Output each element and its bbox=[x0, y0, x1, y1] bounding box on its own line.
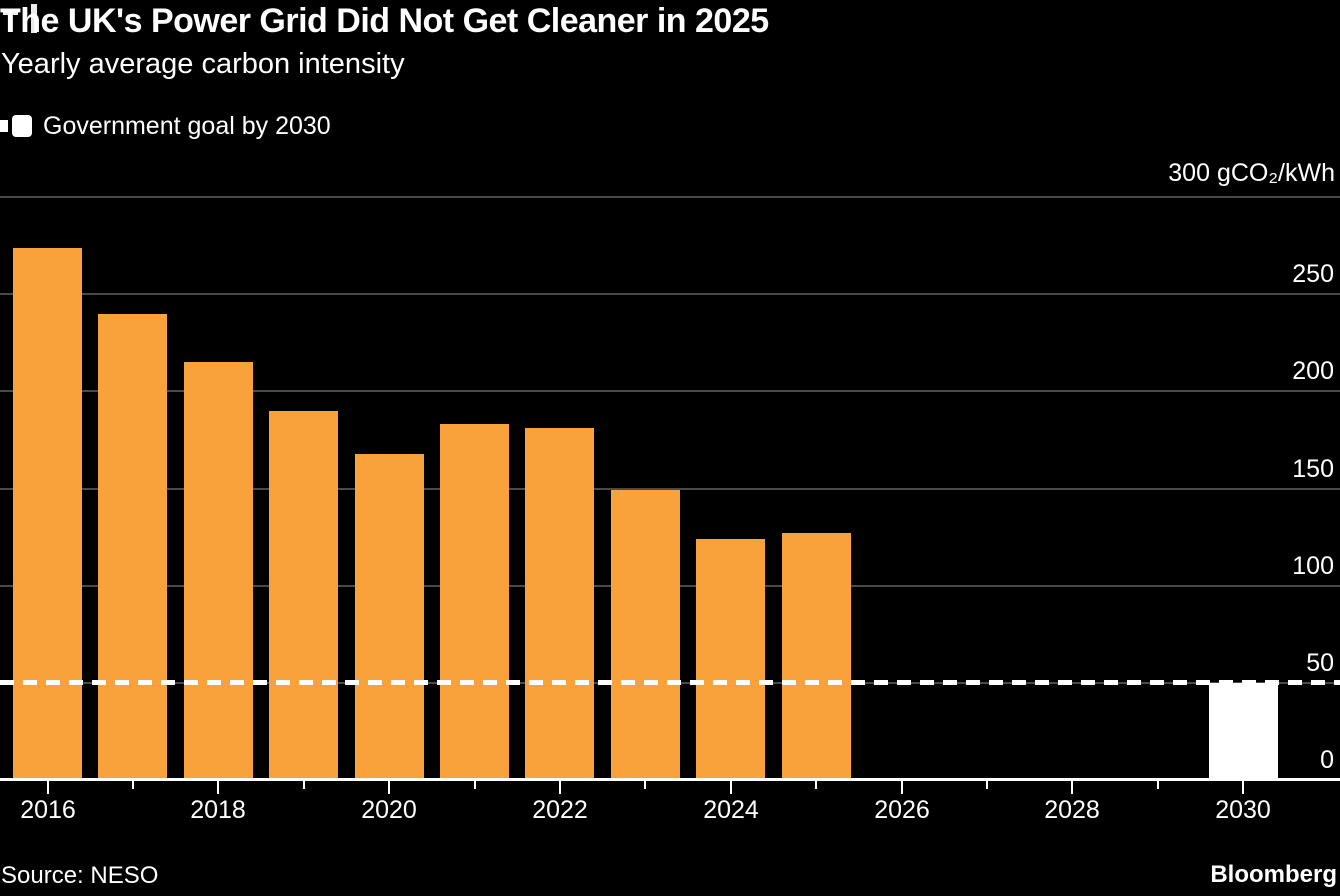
bar-2018 bbox=[184, 362, 253, 780]
y-tick-label-250: 250 bbox=[1292, 260, 1334, 289]
y-tick-label-150: 150 bbox=[1292, 454, 1334, 483]
cursor-artifact-vertical bbox=[31, 4, 37, 33]
x-tick-label-2030: 2030 bbox=[1215, 796, 1271, 824]
x-tick-2016 bbox=[47, 781, 49, 794]
bar-2022 bbox=[525, 428, 594, 780]
x-tick-label-2016: 2016 bbox=[20, 796, 76, 824]
goal-dashed-line bbox=[0, 680, 1340, 685]
x-tick-2029 bbox=[1157, 781, 1159, 789]
goal-dash-icon bbox=[0, 120, 8, 132]
y-axis-unit-label: 300 gCO₂/kWh bbox=[1168, 159, 1335, 187]
x-tick-2025 bbox=[815, 781, 817, 789]
x-tick-2017 bbox=[132, 781, 134, 789]
bar-2021 bbox=[440, 424, 509, 780]
x-tick-label-2020: 2020 bbox=[361, 796, 417, 824]
cursor-artifact-horizontal bbox=[3, 9, 18, 15]
bar-2025 bbox=[782, 533, 851, 780]
y-tick-label-50: 50 bbox=[1306, 648, 1334, 677]
x-tick-2020 bbox=[388, 781, 390, 794]
bar-2017 bbox=[98, 314, 167, 780]
x-tick-label-2018: 2018 bbox=[190, 796, 246, 824]
bar-2024 bbox=[696, 539, 765, 780]
bar-2020 bbox=[355, 454, 424, 780]
x-tick-label-2028: 2028 bbox=[1044, 796, 1100, 824]
y-tick-label-0: 0 bbox=[1320, 746, 1334, 774]
x-tick-2018 bbox=[217, 781, 219, 794]
x-tick-2028 bbox=[1071, 781, 1073, 794]
x-tick-label-2026: 2026 bbox=[874, 796, 930, 824]
x-tick-2026 bbox=[901, 781, 903, 794]
goal-swatch-icon bbox=[12, 115, 32, 137]
y-tick-label-100: 100 bbox=[1292, 551, 1334, 580]
x-tick-label-2022: 2022 bbox=[532, 796, 588, 824]
goal-bar-2030 bbox=[1209, 683, 1278, 780]
x-tick-2019 bbox=[303, 781, 305, 789]
bar-2023 bbox=[611, 490, 680, 780]
x-tick-2024 bbox=[730, 781, 732, 794]
x-tick-2023 bbox=[644, 781, 646, 789]
gridline-300 bbox=[0, 196, 1340, 198]
gridline-150 bbox=[0, 487, 1340, 490]
x-tick-2022 bbox=[559, 781, 561, 794]
x-axis-baseline bbox=[0, 778, 1340, 781]
chart-subtitle: Yearly average carbon intensity bbox=[1, 48, 405, 80]
legend: Government goal by 2030 bbox=[0, 112, 331, 140]
bar-2016 bbox=[13, 248, 82, 780]
x-tick-2021 bbox=[474, 781, 476, 789]
gridline-200 bbox=[0, 390, 1340, 393]
gridline-250 bbox=[0, 293, 1340, 296]
chart-title: The UK's Power Grid Did Not Get Cleaner … bbox=[0, 2, 769, 40]
legend-label: Government goal by 2030 bbox=[43, 111, 331, 140]
x-tick-2030 bbox=[1242, 781, 1244, 794]
bloomberg-logo: Bloomberg bbox=[1210, 861, 1337, 888]
x-tick-2027 bbox=[986, 781, 988, 789]
bar-2019 bbox=[269, 411, 338, 780]
y-tick-label-200: 200 bbox=[1292, 357, 1334, 386]
x-tick-label-2024: 2024 bbox=[703, 796, 759, 824]
source-note: Source: NESO bbox=[1, 862, 159, 889]
